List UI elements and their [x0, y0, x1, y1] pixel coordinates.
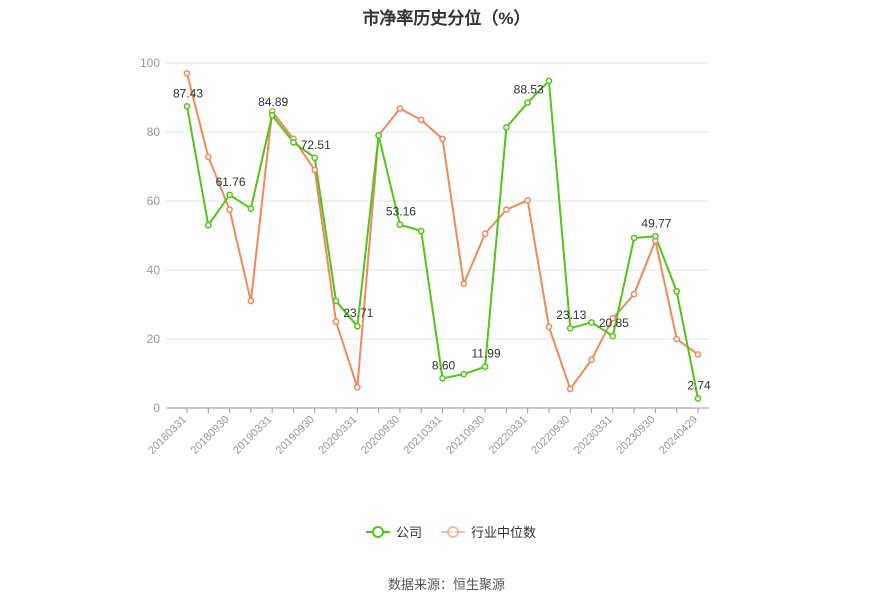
data-point: [183, 70, 191, 77]
x-tick-label: 20230930: [614, 414, 657, 457]
x-tick-label: 20190930: [274, 414, 317, 457]
y-tick-label: 60: [147, 194, 161, 208]
data-point: [417, 227, 425, 235]
legend: 公司 行业中位数: [366, 525, 536, 540]
y-tick-labels: 0 20 40 60 80 100: [140, 56, 160, 415]
series-line: [186, 79, 699, 399]
data-point: [460, 370, 468, 378]
data-point: [311, 166, 319, 174]
data-label: 11.99: [472, 347, 501, 361]
data-point: [268, 111, 276, 119]
data-point: [226, 206, 233, 213]
data-point: [396, 105, 404, 112]
data-point: [417, 116, 425, 124]
x-tick-label: 20210930: [444, 414, 487, 457]
data-point: [375, 132, 382, 139]
data-label: 53.16: [386, 205, 416, 219]
y-tick-label: 0: [153, 401, 160, 415]
data-point: [204, 221, 212, 229]
legend-marker: [447, 526, 459, 538]
x-tick-labels: 20180331 20180930 20190331 20190930 20200331…: [146, 414, 700, 457]
data-point: [332, 318, 340, 326]
legend-item[interactable]: 公司: [366, 525, 422, 540]
x-tick-label: 20210331: [402, 414, 445, 457]
data-label: 23.71: [343, 306, 373, 320]
data-point: [332, 297, 340, 305]
data-label: 20.85: [599, 316, 629, 330]
data-label: 88.53: [514, 83, 544, 97]
x-tick-label: 20200331: [316, 414, 359, 457]
data-point: [588, 319, 595, 326]
legend-label: 公司: [396, 525, 422, 540]
data-point: [503, 206, 510, 213]
data-point: [545, 323, 553, 331]
data-label: 8.60: [432, 358, 456, 372]
x-tick-label: 20220331: [487, 414, 530, 457]
axes: [166, 407, 709, 413]
legend-marker: [372, 526, 384, 538]
data-point: [439, 135, 446, 143]
data-point: [524, 196, 532, 204]
y-tick-label: 80: [147, 125, 161, 139]
data-label: 87.43: [173, 86, 203, 100]
y-tick-label: 20: [147, 332, 161, 346]
data-point: [226, 191, 233, 199]
x-tick-label: 20220930: [529, 414, 572, 457]
data-point: [673, 335, 681, 343]
data-label: 84.89: [258, 95, 288, 109]
data-label: 72.51: [301, 138, 331, 152]
data-labels: 87.43 61.76 84.89 72.51 23.71 53.16 8.60 11.99 8…: [173, 83, 711, 393]
chart-title: 市净率历史分位（%）: [362, 9, 531, 28]
data-point: [588, 356, 595, 364]
data-point: [566, 324, 574, 332]
grid-lines: [166, 62, 709, 340]
data-point: [353, 383, 361, 391]
data-point: [353, 322, 361, 330]
data-point: [183, 103, 191, 110]
data-point: [396, 221, 404, 228]
data-point: [524, 99, 532, 106]
data-label: 2.74: [687, 379, 711, 393]
data-point: [481, 230, 489, 238]
data-label: 23.13: [556, 308, 586, 322]
data-point: [204, 153, 212, 161]
data-point: [247, 297, 255, 305]
series-line: [186, 73, 699, 391]
data-label: 49.77: [641, 216, 671, 230]
series-lines: [186, 73, 699, 399]
data-label: 61.76: [216, 175, 246, 189]
data-point: [609, 332, 617, 340]
x-tick-label: 20190331: [231, 414, 274, 457]
x-tick-label: 20180930: [189, 414, 232, 457]
series-points: [183, 70, 702, 402]
y-tick-label: 40: [147, 263, 161, 277]
x-tick-label: 20240429: [657, 414, 700, 457]
data-point: [311, 154, 319, 162]
data-point: [460, 280, 468, 288]
source-text: 数据来源：恒生聚源: [387, 577, 505, 592]
legend-item[interactable]: 行业中位数: [441, 525, 536, 540]
data-point: [290, 139, 297, 146]
data-point: [694, 351, 702, 358]
data-point: [247, 205, 255, 212]
x-tick-label: 20180331: [146, 414, 189, 457]
data-point: [566, 385, 574, 393]
data-point: [503, 124, 510, 131]
data-point: [694, 395, 702, 402]
data-point: [630, 290, 638, 298]
data-point: [439, 374, 446, 382]
data-point: [673, 288, 681, 295]
x-tick-label: 20230331: [572, 414, 615, 457]
legend-label: 行业中位数: [471, 525, 536, 540]
data-point: [545, 77, 553, 85]
x-tick-label: 20200930: [359, 414, 402, 457]
data-point: [630, 234, 638, 242]
data-point: [609, 314, 617, 322]
data-point: [652, 232, 659, 240]
data-point: [481, 363, 489, 370]
y-tick-label: 100: [140, 56, 160, 70]
